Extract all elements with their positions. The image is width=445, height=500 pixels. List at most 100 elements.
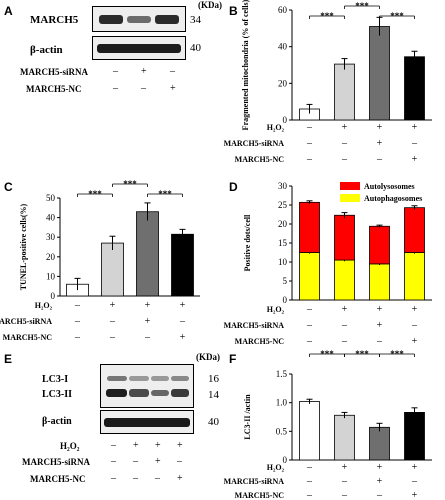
condition-mark: + xyxy=(412,336,418,347)
condition-label: MARCH5-NC xyxy=(235,491,285,500)
condition-label: MARCH5-siRNA xyxy=(224,139,285,148)
bar xyxy=(369,426,390,461)
bar xyxy=(404,56,425,121)
condition-mark: – xyxy=(376,336,383,347)
y-axis-label: Fragmented mitochondria (% of cells) xyxy=(241,0,250,130)
condition-label: MARCH5-NC xyxy=(3,333,53,342)
condition-label: MARCH5-siRNA xyxy=(0,317,52,326)
significance-label: *** xyxy=(123,179,137,189)
y-tick-label: 0 xyxy=(283,455,288,465)
stacked-bar-segment xyxy=(369,263,390,301)
condition-label: MARCH5-siRNA xyxy=(22,457,90,467)
condition-mark: + xyxy=(110,300,116,311)
condition-mark: + xyxy=(377,462,383,473)
kda-unit-a: (KDa) xyxy=(198,0,222,10)
lc3-actin-chart: 0 0.5 1.0 1.5 LC3-II /actin *** *** *** H₂O₂ – + + +… xyxy=(224,349,432,500)
condition-mark: – xyxy=(306,462,313,473)
condition-label: H₂O₂ xyxy=(267,463,285,472)
march5-band xyxy=(127,16,151,23)
march5-kda: 34 xyxy=(190,14,201,26)
actin-blot-e xyxy=(100,410,194,434)
condition-mark: + xyxy=(377,304,383,315)
stacked-bar-segment xyxy=(334,259,355,301)
legend-label: Autophagosomes xyxy=(364,194,422,203)
y-tick-label: 15 xyxy=(278,238,288,248)
march5-blot-label: MARCH5 xyxy=(30,14,79,26)
condition-mark: – xyxy=(306,490,313,500)
condition-label: MARCH5-NC xyxy=(235,337,285,346)
y-axis-label: Positive dots/cell xyxy=(243,214,252,271)
condition-label: MARCH5-siRNA xyxy=(20,67,88,77)
condition-mark: + xyxy=(177,473,183,484)
condition-mark: – xyxy=(306,320,313,331)
stacked-bar-segment xyxy=(334,214,355,261)
y-tick-label: 20 xyxy=(46,252,56,262)
condition-label: MARCH5-siRNA xyxy=(224,477,285,486)
condition-mark: + xyxy=(180,300,186,311)
lc3-ii-band xyxy=(151,390,169,396)
significance-label: *** xyxy=(355,1,369,11)
lc3-ii-band xyxy=(129,389,149,397)
condition-mark: + xyxy=(377,138,383,149)
condition-mark: – xyxy=(306,336,313,347)
condition-mark: – xyxy=(144,332,151,343)
panel-label-c: C xyxy=(4,180,13,194)
condition-mark: – xyxy=(74,316,81,327)
condition-mark: + xyxy=(342,122,348,133)
y-tick-label: 1.0 xyxy=(276,398,288,408)
panel-label-f: F xyxy=(229,352,237,366)
condition-mark: – xyxy=(411,320,418,331)
lc3-ii-label: LC3-II xyxy=(42,389,73,400)
condition-mark: + xyxy=(180,332,186,343)
condition-label: H₂O₂ xyxy=(267,123,285,132)
significance-label: *** xyxy=(320,349,334,359)
condition-mark: + xyxy=(377,476,383,487)
condition-mark: + xyxy=(377,122,383,133)
condition-mark: + xyxy=(412,490,418,500)
lc3-i-band xyxy=(151,376,169,381)
stacked-bar-segment xyxy=(299,201,320,253)
condition-mark: – xyxy=(306,122,313,133)
condition-mark: + xyxy=(133,440,139,451)
bar xyxy=(369,26,390,121)
stacked-bar-segment xyxy=(404,207,425,253)
march5-band xyxy=(155,15,179,24)
lc3-ii-band xyxy=(106,389,127,397)
lc3-blot xyxy=(100,364,194,408)
condition-mark: – xyxy=(111,440,116,451)
condition-mark: – xyxy=(113,83,118,94)
condition-label: H₂O₂ xyxy=(60,441,80,451)
condition-mark: – xyxy=(74,332,81,343)
positive-dots-chart: 0 5 10 15 20 25 30 Positive dots/cell Autolysoso… xyxy=(224,181,432,347)
condition-mark: – xyxy=(141,83,146,94)
lc3-ii-band xyxy=(171,389,189,397)
condition-mark: + xyxy=(170,83,176,94)
bar xyxy=(404,412,425,461)
y-tick-label: 40 xyxy=(46,213,56,223)
stacked-bar-segment xyxy=(404,252,425,301)
y-tick-label: 50 xyxy=(46,193,56,203)
legend-label: Autolysosomes xyxy=(364,182,415,191)
condition-mark: – xyxy=(341,320,348,331)
condition-mark: – xyxy=(133,473,138,484)
condition-mark: – xyxy=(306,154,313,165)
tunel-positive-chart: 0 10 20 30 40 50 TUNEL-positive cells(%) *** ***… xyxy=(0,179,200,343)
significance-label: *** xyxy=(390,349,404,359)
condition-mark: – xyxy=(111,456,116,467)
y-tick-label: 20 xyxy=(278,78,288,88)
lc3-i-label: LC3-I xyxy=(42,374,69,385)
condition-mark: + xyxy=(377,320,383,331)
condition-mark: – xyxy=(341,336,348,347)
legend-swatch xyxy=(340,194,360,202)
actin-blot-a xyxy=(92,36,186,60)
lc3-i-band xyxy=(171,376,189,381)
condition-mark: + xyxy=(412,462,418,473)
bar xyxy=(334,63,355,121)
condition-mark: – xyxy=(111,473,116,484)
condition-mark: – xyxy=(341,490,348,500)
y-tick-label: 0 xyxy=(283,115,288,125)
condition-mark: + xyxy=(412,122,418,133)
condition-mark: – xyxy=(179,316,186,327)
condition-mark: – xyxy=(113,66,118,77)
condition-mark: – xyxy=(341,138,348,149)
